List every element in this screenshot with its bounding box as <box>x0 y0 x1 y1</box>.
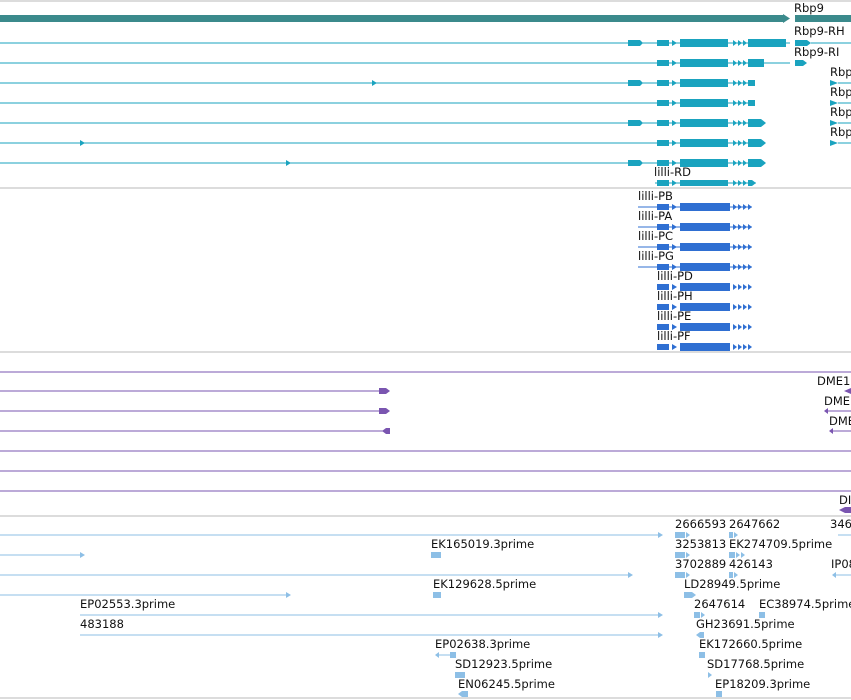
est-feature[interactable] <box>0 552 85 558</box>
est-feature[interactable] <box>435 652 456 658</box>
transcript-row[interactable] <box>0 59 807 67</box>
purple-feature[interactable] <box>0 408 851 414</box>
protein-row[interactable] <box>638 203 752 211</box>
est-label[interactable]: EK165019.3prime <box>431 537 534 551</box>
transcript-label[interactable]: lilli-RD <box>654 165 691 179</box>
est-label[interactable]: EK274709.5prime <box>729 537 832 551</box>
est-label[interactable]: 3253813 <box>675 537 726 551</box>
est-label[interactable]: 346 <box>830 517 851 531</box>
protein-label[interactable]: lilli-PF <box>657 329 691 343</box>
transcript-row[interactable] <box>0 39 851 47</box>
est-label[interactable]: LD28949.5prime <box>684 577 780 591</box>
protein-label[interactable]: lilli-PC <box>638 229 673 243</box>
est-feature[interactable] <box>455 672 465 678</box>
protein-label[interactable]: lilli-PB <box>638 189 673 203</box>
gene-label[interactable]: Rbp9 <box>794 1 824 15</box>
lilli-track: lilli-PB lilli-PA lilli-PC lilli-PG <box>638 189 752 351</box>
transcript-label[interactable]: Rbp <box>830 105 851 119</box>
est-label[interactable]: SD17768.5prime <box>707 657 804 671</box>
est-feature[interactable] <box>684 592 696 598</box>
purple-track: DME1 DME DME DI <box>0 371 851 513</box>
est-feature[interactable] <box>80 632 663 638</box>
transcript-label[interactable]: Rbp <box>830 125 851 139</box>
est-label[interactable]: GH23691.5prime <box>696 617 795 631</box>
est-label[interactable]: EN06245.5prime <box>458 677 555 691</box>
est-label[interactable]: 2666593 <box>675 517 726 531</box>
protein-label[interactable]: lilli-PA <box>638 209 672 223</box>
transcript-row[interactable] <box>0 139 851 147</box>
purple-label[interactable]: DME <box>829 414 851 428</box>
est-feature[interactable] <box>80 612 663 618</box>
purple-feature[interactable] <box>0 388 851 394</box>
transcript-label[interactable]: Rbp9-RI <box>794 45 839 59</box>
est-feature[interactable] <box>708 672 712 678</box>
est-feature[interactable] <box>675 532 738 538</box>
est-feature[interactable] <box>716 691 722 697</box>
purple-feature[interactable] <box>839 507 851 513</box>
transcript-row[interactable] <box>0 119 851 127</box>
protein-row[interactable] <box>638 223 752 231</box>
est-feature[interactable] <box>0 592 291 598</box>
protein-label[interactable]: lilli-PH <box>657 289 693 303</box>
transcript-row[interactable] <box>0 99 851 107</box>
purple-label[interactable]: DME1 <box>817 374 850 388</box>
protein-label[interactable]: lilli-PG <box>638 249 674 263</box>
est-feature[interactable] <box>832 572 851 578</box>
est-label[interactable]: EK129628.5prime <box>433 577 536 591</box>
purple-label[interactable]: DI <box>839 493 851 507</box>
gene-feature-rbp9[interactable] <box>0 14 851 23</box>
est-feature[interactable] <box>431 552 441 558</box>
transcript-label[interactable]: Rbp9-RH <box>794 24 845 38</box>
est-label[interactable]: 426143 <box>729 557 773 571</box>
est-label[interactable]: EP02638.3prime <box>435 637 530 651</box>
purple-feature[interactable] <box>0 428 851 434</box>
est-feature[interactable] <box>694 612 705 618</box>
est-label[interactable]: 483188 <box>80 617 124 631</box>
est-feature[interactable] <box>675 572 738 578</box>
protein-row[interactable] <box>657 283 752 291</box>
est-track: 2666593 2647662 346 EK165019.3prime 3253… <box>0 517 851 697</box>
protein-label[interactable]: lilli-PE <box>657 309 691 323</box>
transcript-label[interactable]: Rbp <box>830 65 851 79</box>
est-feature[interactable] <box>433 592 441 598</box>
est-feature[interactable] <box>0 572 633 578</box>
est-feature[interactable] <box>675 552 745 558</box>
protein-row[interactable] <box>657 343 752 351</box>
est-feature[interactable] <box>696 632 704 638</box>
est-label[interactable]: EK172660.5prime <box>699 637 802 651</box>
transcript-row[interactable] <box>655 180 756 186</box>
est-label[interactable]: EP18209.3prime <box>715 677 810 691</box>
transcript-row[interactable] <box>0 159 766 167</box>
protein-row[interactable] <box>657 323 752 331</box>
protein-row[interactable] <box>638 263 752 271</box>
transcript-row[interactable] <box>0 79 851 87</box>
protein-label[interactable]: lilli-PD <box>657 269 693 283</box>
protein-row[interactable] <box>657 303 752 311</box>
est-feature[interactable] <box>0 532 663 538</box>
est-label[interactable]: EC38974.5prime <box>759 597 851 611</box>
transcript-label[interactable]: Rbp <box>830 85 851 99</box>
protein-row[interactable] <box>638 243 752 251</box>
est-feature[interactable] <box>699 652 705 658</box>
est-label[interactable]: SD12923.5prime <box>455 657 552 671</box>
est-label[interactable]: IP08 <box>831 557 851 571</box>
gene-track: Rbp9 Rbp9-RH Rbp9-RI <box>0 1 851 186</box>
est-feature[interactable] <box>759 612 765 618</box>
purple-label[interactable]: DME <box>824 394 850 408</box>
est-label[interactable]: EP02553.3prime <box>80 597 175 611</box>
est-feature[interactable] <box>458 691 468 697</box>
est-label[interactable]: 2647614 <box>694 597 745 611</box>
est-label[interactable]: 3702889 <box>675 557 726 571</box>
est-label[interactable]: 2647662 <box>729 517 780 531</box>
